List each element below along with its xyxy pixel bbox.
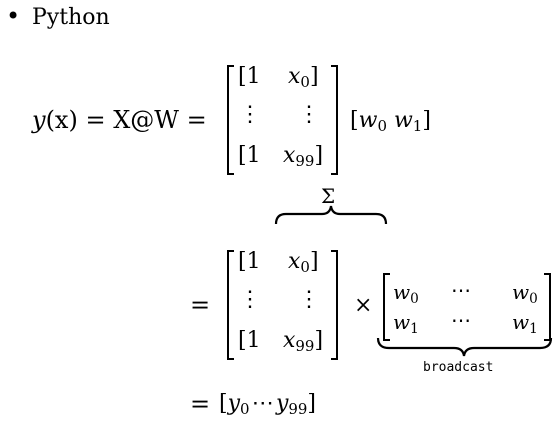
- eq1-weight-vector: [w0 w1]: [350, 108, 431, 136]
- eq1-matrix-r1c1: [1: [238, 64, 261, 89]
- sum-symbol: Σ: [321, 184, 336, 208]
- eq1-lhs-var: y: [32, 106, 46, 134]
- eq3-result-vector: [y0 ⋯ y99]: [219, 391, 317, 419]
- w-matrix-r2c2: ⋯: [451, 308, 471, 332]
- w-matrix-r1c2: ⋯: [451, 278, 471, 302]
- eq1-matrix-left-bracket: [227, 65, 234, 175]
- eq1-matrix-r3c1: [1: [238, 143, 261, 168]
- eq1-lhs: y(x) = X@W =: [32, 108, 207, 132]
- w-matrix-r1c3: w0: [512, 280, 538, 307]
- eq2-matrix-r3c2: x99]: [283, 328, 324, 356]
- bullet-label: Python: [32, 5, 110, 30]
- w-matrix-r1c1: w0: [393, 280, 419, 307]
- sum-overbrace: [274, 205, 388, 225]
- eq1-matrix-r3c2: x99]: [283, 143, 324, 171]
- w-matrix-left-bracket: [383, 273, 390, 341]
- eq1-matrix-r1c2: x0]: [288, 64, 319, 92]
- broadcast-label: broadcast: [423, 360, 494, 375]
- eq2-matrix-r3c1: [1: [238, 328, 261, 353]
- w-matrix-r2c1: w1: [393, 310, 419, 337]
- eq1-lhs-arg: (x) = X@W =: [45, 106, 207, 134]
- eq2-matrix-r2c1: ⋮: [239, 287, 261, 312]
- eq2-matrix-r1c1: [1: [238, 249, 261, 274]
- eq2-times: ×: [354, 293, 373, 318]
- eq2-equals: =: [190, 291, 211, 319]
- eq2-matrix-left-bracket: [227, 250, 234, 360]
- eq1-matrix-r2c1: ⋮: [239, 102, 261, 127]
- eq1-matrix-r2c2: ⋮: [298, 102, 320, 127]
- eq2-matrix-r1c2: x0]: [288, 249, 319, 277]
- w-matrix-r2c3: w1: [512, 310, 538, 337]
- w-matrix-right-bracket: [544, 273, 551, 341]
- eq2-matrix-right-bracket: [331, 250, 338, 360]
- eq1-matrix-right-bracket: [331, 65, 338, 175]
- eq2-matrix-r2c2: ⋮: [298, 287, 320, 312]
- eq3-equals: =: [190, 390, 211, 418]
- bullet-icon: •: [6, 2, 21, 30]
- broadcast-underbrace: [376, 337, 553, 357]
